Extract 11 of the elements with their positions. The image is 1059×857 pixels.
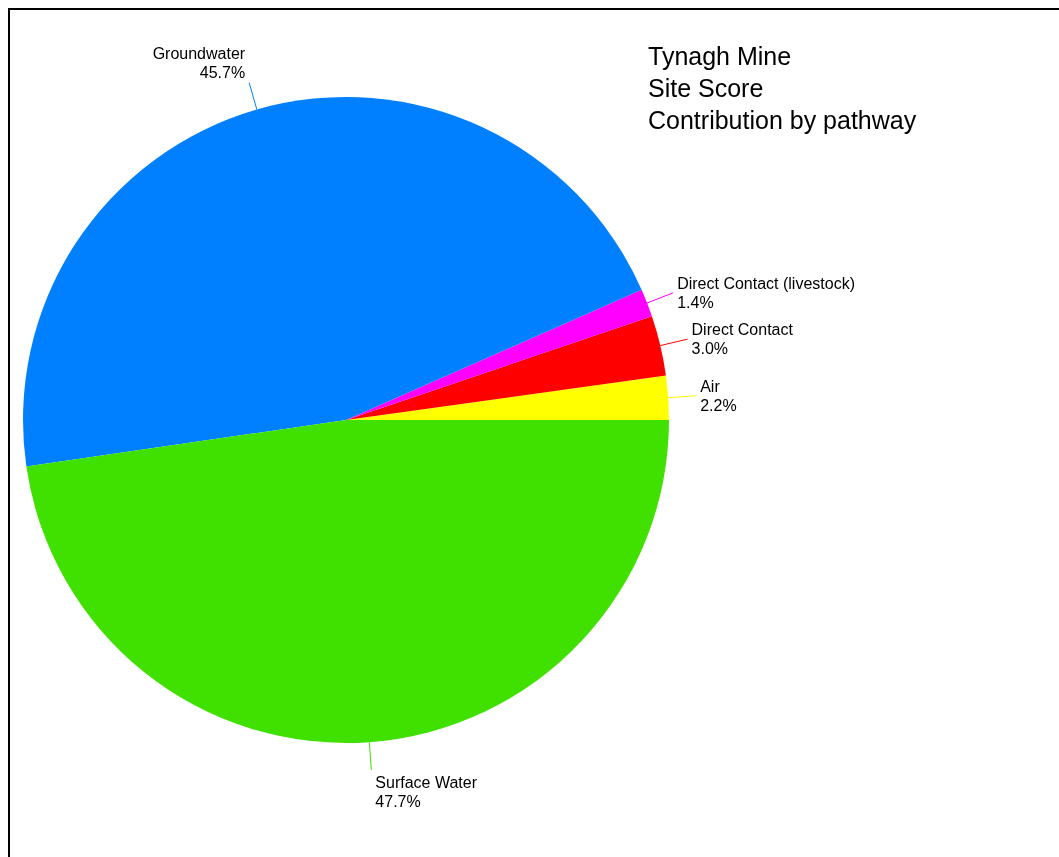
- slice-label: Direct Contact (livestock): [677, 274, 855, 292]
- text: Tynagh Mine Site Score Contribution by pathway: [648, 42, 917, 134]
- data-label: 45.7%: [199, 63, 246, 81]
- data-label: 2.2%: [700, 396, 737, 414]
- slice-label: Groundwater: [152, 44, 246, 62]
- data-label: 47.7%: [375, 793, 421, 811]
- data-label: 1.4%: [677, 293, 714, 311]
- data-label: 3.0%: [691, 340, 729, 358]
- slice-label: Direct Contact: [691, 321, 794, 339]
- slice-label: Surface Water: [375, 774, 478, 792]
- slice-label: Air: [700, 377, 721, 395]
